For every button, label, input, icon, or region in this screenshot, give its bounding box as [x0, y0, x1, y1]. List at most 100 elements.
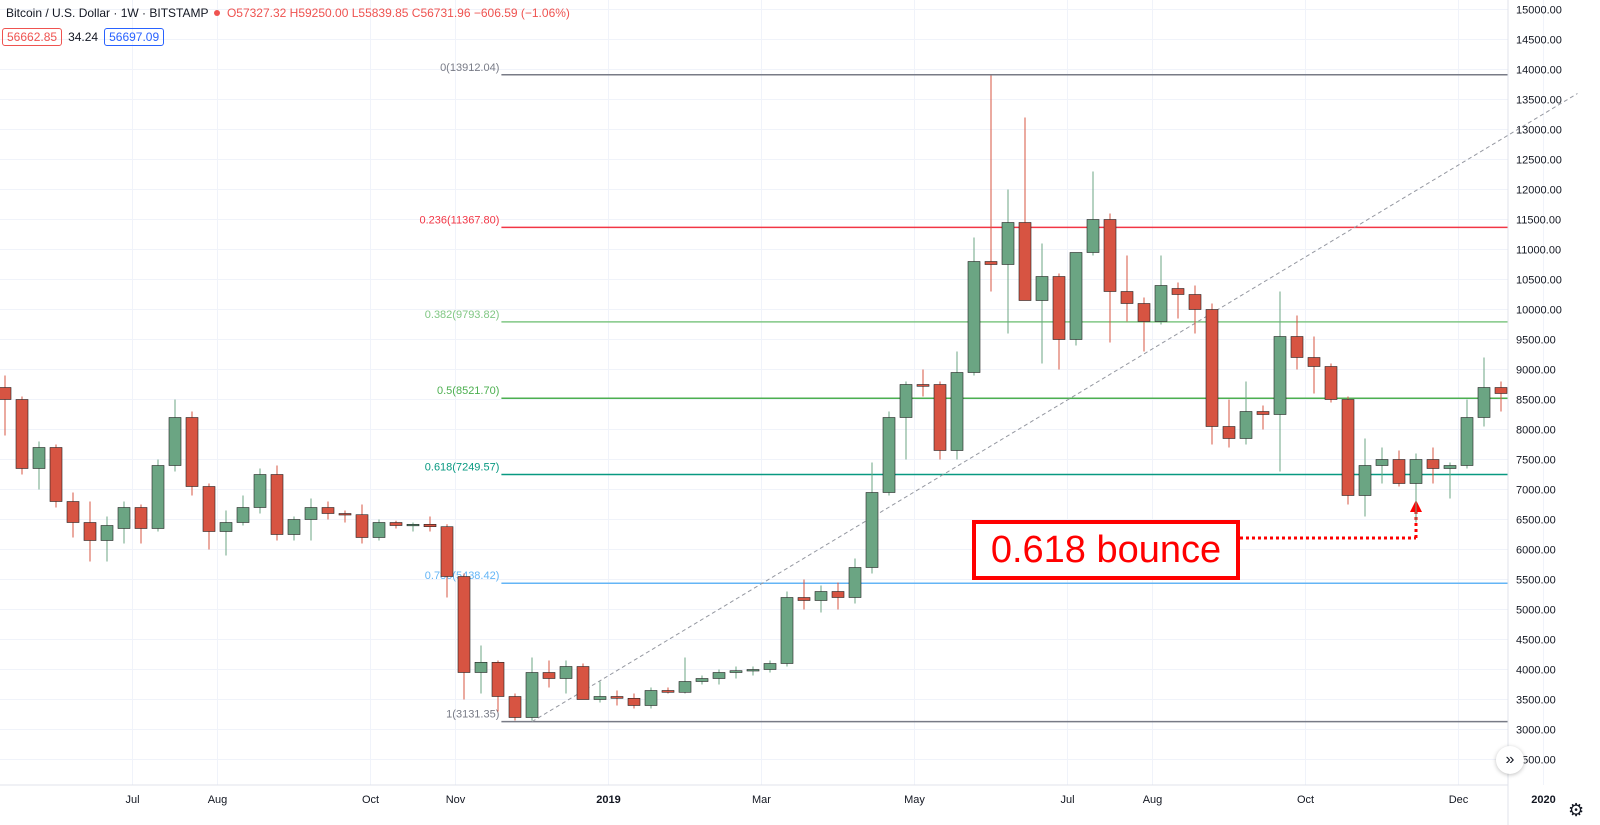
candle-body	[389, 522, 403, 526]
y-tick-label: 7000.00	[1516, 485, 1556, 497]
candle-body	[831, 591, 845, 598]
y-tick-label: 4500.00	[1516, 635, 1556, 647]
candle-body	[1069, 252, 1083, 340]
y-tick-label: 11000.00	[1516, 245, 1561, 257]
candle-body	[321, 507, 335, 514]
trend-line[interactable]	[531, 93, 1578, 723]
candle-body	[338, 513, 352, 516]
candle-body	[848, 567, 862, 598]
candle-body	[15, 399, 29, 469]
fib-level-label: 0(13912.04)	[440, 62, 499, 74]
y-tick-label: 9000.00	[1516, 365, 1556, 377]
x-tick-label: May	[904, 794, 925, 806]
gear-icon[interactable]: ⚙	[1568, 800, 1585, 820]
candle-body	[32, 447, 46, 469]
y-tick-label: 6500.00	[1516, 515, 1556, 527]
y-tick-label: 13500.00	[1516, 95, 1562, 107]
y-tick-label: 12500.00	[1516, 155, 1562, 167]
candle-body	[593, 696, 607, 700]
candle-body	[270, 474, 284, 535]
y-tick-label: 8000.00	[1516, 425, 1556, 437]
candle-body	[1307, 357, 1321, 367]
y-tick-label: 12000.00	[1516, 185, 1562, 197]
candle-body	[899, 384, 913, 418]
candle-body	[1392, 459, 1406, 484]
candle-body	[202, 486, 216, 532]
candle-body	[729, 670, 743, 673]
candle-body	[865, 492, 879, 568]
annotation-label[interactable]: 0.618 bounce	[972, 520, 1240, 580]
candle-body	[882, 417, 896, 493]
candle-body	[49, 447, 63, 502]
y-tick-label: 14500.00	[1516, 35, 1562, 47]
candle-body	[1035, 276, 1049, 301]
x-tick-label: Aug	[1143, 794, 1163, 806]
x-tick-label: Aug	[208, 794, 228, 806]
candle-body	[950, 372, 964, 451]
buy-price-button[interactable]: 56697.09	[104, 28, 165, 46]
spread-value: 34.24	[68, 30, 99, 44]
candle-body	[525, 672, 539, 718]
candle-body	[916, 384, 930, 387]
candle-body	[66, 501, 80, 523]
candle-body	[168, 417, 182, 466]
scroll-to-realtime-button[interactable]: »	[1496, 746, 1524, 774]
x-tick-label: Oct	[362, 794, 379, 806]
fib-level-label: 0.618(7249.57)	[425, 462, 500, 474]
candle-body	[1154, 285, 1168, 322]
y-tick-label: 3500.00	[1516, 695, 1556, 707]
candle-body	[474, 661, 488, 673]
candle-body	[746, 669, 760, 672]
fib-level-label: 1(3131.35)	[446, 709, 499, 721]
candle-body	[236, 507, 250, 523]
candle-body	[440, 526, 454, 577]
candle-body	[763, 663, 777, 670]
fib-level-label: 0.5(8521.70)	[437, 385, 499, 397]
symbol-name: Bitcoin / U.S. Dollar · 1W · BITSTAMP	[6, 6, 209, 20]
candle-body	[355, 514, 369, 538]
y-tick-label: 7500.00	[1516, 455, 1556, 467]
candle-body	[83, 522, 97, 541]
x-tick-label: Nov	[446, 794, 466, 806]
candle-body	[1256, 411, 1270, 415]
x-tick-label: 2020	[1531, 794, 1555, 806]
candle-body	[542, 672, 556, 679]
y-tick-label: 3000.00	[1516, 725, 1556, 737]
candle-body	[576, 666, 590, 700]
candle-body	[1273, 336, 1287, 415]
candle-body	[1052, 276, 1066, 340]
candle-body	[100, 525, 114, 541]
candle-body	[1341, 399, 1355, 496]
candle-body	[1086, 219, 1100, 253]
y-tick-label: 5000.00	[1516, 605, 1556, 617]
chart-grid	[0, 0, 1544, 785]
x-tick-label: Dec	[1449, 794, 1469, 806]
candle-body	[253, 474, 267, 508]
fibonacci-retracement[interactable]: 0(13912.04) 0.236(11367.80) 0.382(9793.82)…	[419, 62, 1508, 723]
candle-body	[559, 666, 573, 679]
candle-body	[508, 696, 522, 718]
candle-body	[406, 523, 420, 527]
candle-body	[304, 507, 318, 520]
candle-body	[372, 522, 386, 538]
fib-level-label: 0.236(11367.80)	[419, 214, 499, 226]
x-tick-label: Jul	[1060, 794, 1074, 806]
candle-body	[287, 519, 301, 535]
candle-body	[1443, 465, 1457, 469]
sell-price-button[interactable]: 56662.85	[2, 28, 63, 46]
candle-body	[491, 661, 505, 697]
candle-body	[967, 261, 981, 373]
axes: 15000.00 14500.00 14000.00 13500.00 13000.00…	[0, 0, 1562, 825]
y-tick-label: 13000.00	[1516, 125, 1562, 137]
candle-body	[1205, 309, 1219, 427]
candlestick-series	[0, 75, 1508, 721]
candle-body	[627, 697, 641, 706]
candle-body	[185, 417, 199, 487]
candle-body	[1460, 417, 1474, 466]
x-tick-label: Oct	[1297, 794, 1314, 806]
fib-level-label: 0.382(9793.82)	[425, 309, 500, 321]
candle-body	[695, 678, 709, 682]
x-tick-label: 2019	[596, 794, 620, 806]
candle-body	[1120, 291, 1134, 304]
